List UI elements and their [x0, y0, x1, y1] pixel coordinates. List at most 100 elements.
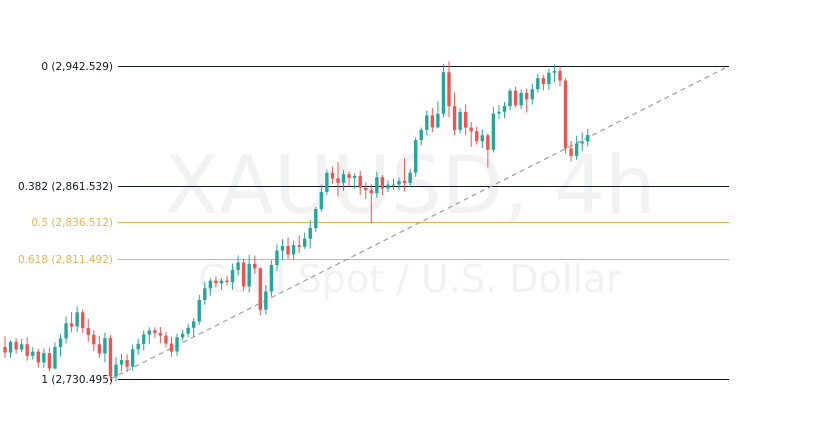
candle-body [269, 265, 274, 292]
candle [364, 182, 368, 200]
candle [497, 105, 501, 120]
candle [291, 240, 296, 261]
candle [586, 128, 590, 147]
candle [92, 330, 96, 352]
candle-body [508, 90, 512, 107]
candle [142, 330, 146, 351]
candle [525, 88, 529, 113]
candle [319, 184, 324, 212]
candle-body [42, 353, 46, 363]
candle-body [391, 184, 396, 186]
fib-label-1: 1 (2,730.495) [41, 374, 113, 386]
candle-body [108, 338, 113, 377]
candle [208, 278, 213, 296]
candle-body [103, 338, 107, 354]
candle-body [219, 280, 224, 284]
candle [42, 348, 46, 368]
candle-body [513, 90, 518, 106]
candle [225, 275, 229, 286]
candle [574, 135, 579, 160]
candle-body [86, 328, 90, 335]
candle [103, 332, 107, 363]
candle-body [114, 364, 118, 377]
candle [86, 318, 90, 342]
candle [430, 108, 435, 133]
candle-body [69, 323, 74, 327]
candle [114, 357, 118, 382]
candle [569, 141, 573, 162]
candle-body [75, 312, 79, 327]
candle-body [169, 343, 174, 352]
candle [69, 312, 74, 333]
candle-body [530, 89, 534, 100]
candle-body [236, 262, 240, 270]
candle [164, 331, 168, 348]
candle-body [81, 312, 85, 329]
candle-body [8, 341, 13, 353]
candle-body [541, 78, 546, 85]
candle [547, 68, 551, 90]
candle-body [203, 288, 207, 301]
candle [125, 354, 129, 373]
candle-body [47, 353, 52, 369]
candle-body [225, 280, 229, 283]
candle [197, 294, 201, 325]
candle [241, 258, 246, 291]
candle-body [375, 177, 379, 194]
candle-body [36, 351, 40, 363]
candle-body [297, 245, 301, 247]
candle-body [158, 332, 163, 336]
candle-body [280, 245, 285, 251]
candle [580, 132, 584, 152]
candle [513, 86, 518, 108]
candle [264, 285, 268, 315]
candle-body [247, 263, 251, 287]
candle [402, 158, 407, 192]
candle-body [136, 343, 140, 350]
candle-body [53, 346, 57, 369]
candle [14, 338, 18, 354]
fibonacci-retracement[interactable]: 0 (2,942.529) 0.382 (2,861.532) 0.5 (2,836… [18, 61, 729, 386]
candle-body [480, 135, 484, 142]
candle-body [319, 191, 324, 210]
candle [203, 282, 207, 305]
fib-label-0: 0 (2,942.529) [41, 61, 113, 73]
candle-body [330, 172, 335, 179]
candle-body [441, 72, 446, 114]
candle-body [19, 344, 24, 350]
candle-body [397, 180, 401, 185]
trend-line[interactable] [110, 65, 730, 380]
candle-body [502, 106, 507, 112]
candle [297, 235, 301, 253]
candle-body [469, 127, 473, 132]
candle [280, 239, 285, 261]
candle-body [552, 71, 557, 73]
candle-body [586, 134, 590, 142]
candle [64, 316, 68, 344]
candle-body [436, 113, 440, 128]
candle [236, 255, 240, 276]
candle [330, 166, 335, 184]
candle-body [97, 344, 102, 354]
candle-body [463, 111, 468, 128]
candle-body [563, 80, 568, 149]
candle-body [536, 78, 540, 90]
candle [486, 133, 490, 168]
candle [186, 323, 190, 338]
candle-body [497, 111, 501, 114]
candle-body [491, 113, 496, 150]
candle-body [264, 291, 268, 310]
candle [552, 64, 557, 83]
candle-body [175, 337, 179, 352]
candle [347, 171, 351, 187]
candle [391, 178, 396, 191]
candle [275, 244, 279, 272]
candle [441, 63, 446, 118]
candle [352, 173, 357, 189]
candle-body [180, 333, 185, 338]
candle [308, 220, 312, 249]
candle [325, 169, 329, 196]
candle [175, 333, 179, 356]
candle-body [525, 92, 529, 100]
